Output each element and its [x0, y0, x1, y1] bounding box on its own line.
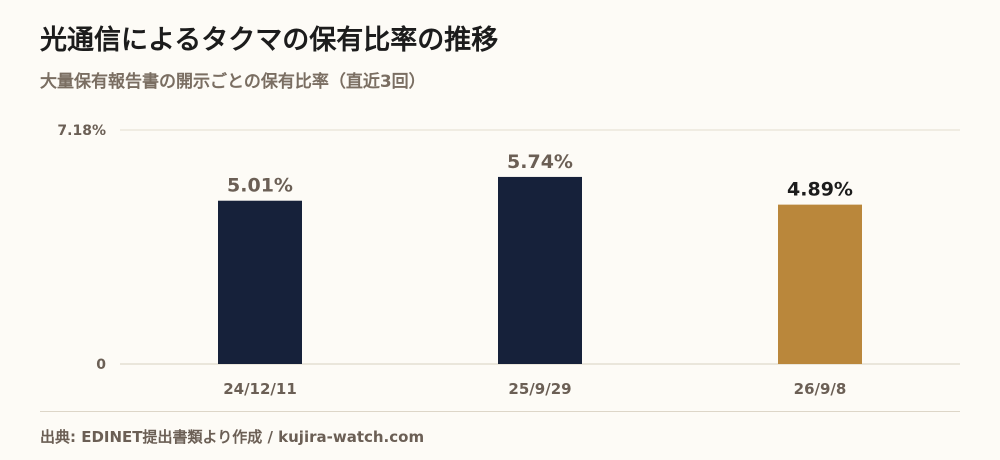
x-tick-label: 24/12/11 — [223, 380, 297, 398]
x-tick-label: 25/9/29 — [508, 380, 571, 398]
y-tick-label: 0 — [96, 357, 106, 373]
bar-3 — [778, 204, 862, 364]
chart-subtitle: 大量保有報告書の開示ごとの保有比率（直近3回） — [40, 72, 426, 92]
source-note: 出典: EDINET提出書類より作成 / kujira-watch.com — [40, 428, 425, 446]
bar-chart: 0 7.18% 5.01% 24/12/11 5.74% 25/9/29 4.89% 26/9… — [57, 123, 960, 398]
bar-2 — [498, 176, 582, 364]
bar-value-label: 5.74% — [507, 151, 573, 173]
footer-divider — [40, 411, 960, 412]
bar-value-label: 5.01% — [227, 175, 293, 197]
y-tick-label: 7.18% — [57, 123, 106, 139]
bar-value-label: 4.89% — [787, 179, 853, 201]
x-tick-label: 26/9/8 — [794, 380, 847, 398]
bar-1 — [218, 200, 302, 364]
chart-title: 光通信によるタクマの保有比率の推移 — [40, 25, 499, 56]
